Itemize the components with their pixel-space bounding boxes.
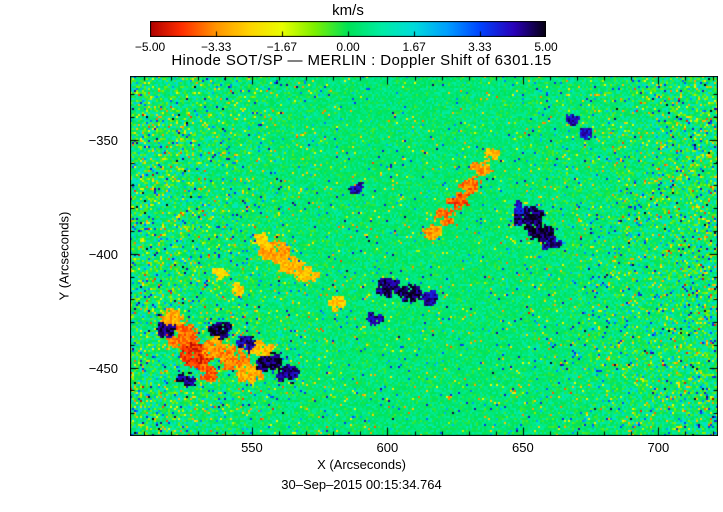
plot-title: Hinode SOT/SP — MERLIN : Doppler Shift o… xyxy=(171,52,552,69)
y-tick-label: −350 xyxy=(88,132,118,148)
colorbar-tick-label: 1.67 xyxy=(402,40,426,54)
colorbar xyxy=(150,21,546,37)
y-tick-label: −450 xyxy=(88,360,118,376)
timestamp: 30–Sep–2015 00:15:34.764 xyxy=(281,477,442,492)
colorbar-tick-labels: −5.00 −3.33 −1.67 0.00 1.67 3.33 5.00 xyxy=(135,40,558,56)
y-axis-label: Y (Arcseconds) xyxy=(56,211,72,301)
x-tick-label: 550 xyxy=(241,440,263,455)
x-tick-labels: 550 600 650 700 xyxy=(130,440,718,456)
y-tick-label: −400 xyxy=(88,246,118,262)
x-axis-label: X (Arcseconds) xyxy=(317,457,406,472)
x-tick-label: 700 xyxy=(647,440,670,455)
doppler-map xyxy=(130,76,718,436)
y-tick-labels: −350 −400 −450 xyxy=(0,76,124,436)
colorbar-tick-label: −3.33 xyxy=(200,40,232,54)
colorbar-tick-label: 5.00 xyxy=(534,40,558,54)
colorbar-tick-label: −1.67 xyxy=(266,40,298,54)
colorbar-tick-label: −5.00 xyxy=(134,40,166,54)
x-tick-label: 650 xyxy=(512,440,534,455)
colorbar-tick-label: 0.00 xyxy=(336,40,360,54)
colorbar-title: km/s xyxy=(332,2,364,19)
colorbar-tick-label: 3.33 xyxy=(468,40,492,54)
x-tick-label: 600 xyxy=(376,440,399,455)
